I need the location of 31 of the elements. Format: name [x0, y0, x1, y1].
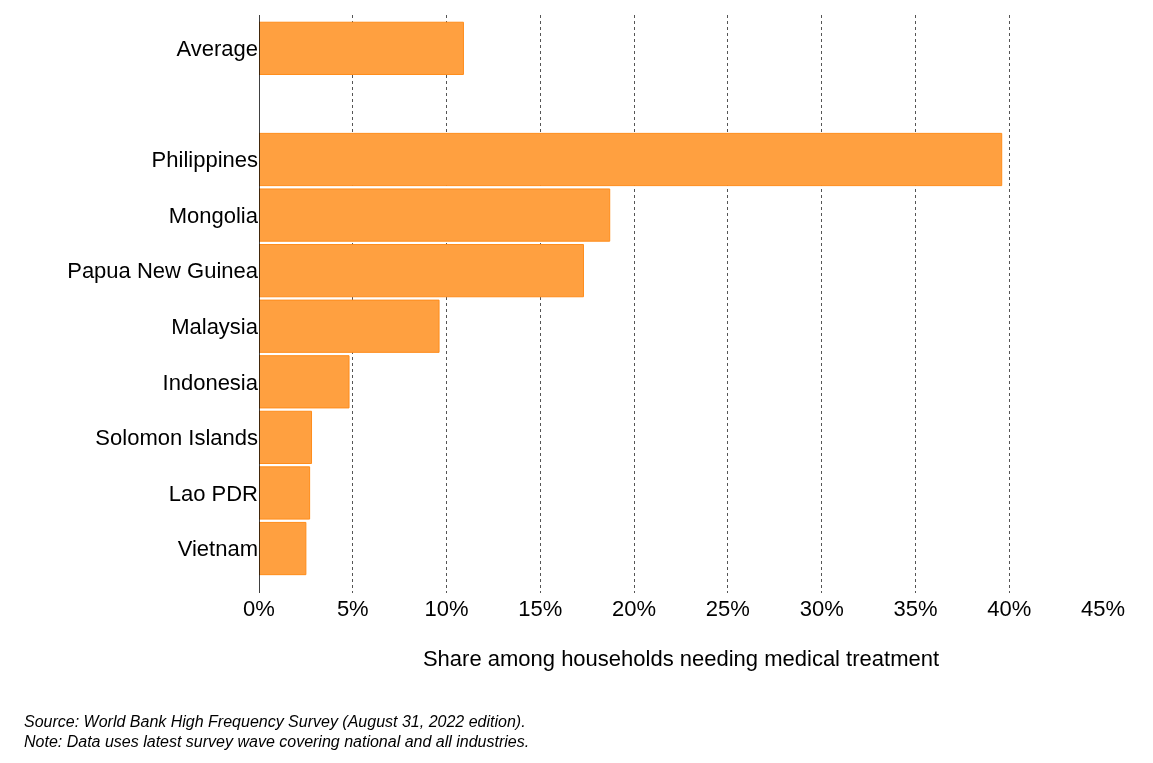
- x-tick-label: 10%: [424, 596, 469, 621]
- bar: [259, 466, 311, 520]
- x-tick-label: 20%: [612, 596, 657, 621]
- x-tick-label: 40%: [987, 596, 1032, 621]
- bar: [259, 299, 440, 353]
- y-tick-label: Average: [176, 36, 258, 62]
- x-tick-label: 30%: [799, 596, 844, 621]
- bar: [259, 21, 464, 75]
- y-tick-label: Vietnam: [177, 536, 258, 562]
- y-tick-label: Indonesia: [162, 369, 259, 395]
- bar: [259, 188, 611, 242]
- y-tick-label: Papua New Guinea: [67, 258, 259, 284]
- bar: [259, 132, 1003, 187]
- y-tick-label: Mongolia: [168, 202, 259, 228]
- y-tick-label: Philippines: [151, 147, 258, 173]
- x-tick-label: 45%: [1080, 596, 1126, 621]
- bar: [259, 410, 313, 465]
- y-tick-label: Solomon Islands: [95, 425, 258, 451]
- x-tick-label: 5%: [336, 596, 369, 621]
- bar: [259, 355, 350, 409]
- x-tick-label: 25%: [705, 596, 750, 621]
- y-tick-label: Lao PDR: [168, 480, 258, 506]
- source-note: Source: World Bank High Frequency Survey (August 31, 2022 edition).: [24, 713, 526, 730]
- bar: [259, 521, 307, 576]
- y-tick-label: Malaysia: [171, 313, 259, 339]
- bar: [259, 244, 584, 298]
- x-tick-label: 15%: [518, 596, 563, 621]
- x-axis-title: Share among households needing medical treatment: [422, 645, 940, 671]
- text: Note: Data uses latest survey wave covering national and all industries.: [24, 733, 530, 750]
- x-tick-label: 0%: [243, 596, 275, 621]
- x-tick-label: 35%: [893, 596, 938, 621]
